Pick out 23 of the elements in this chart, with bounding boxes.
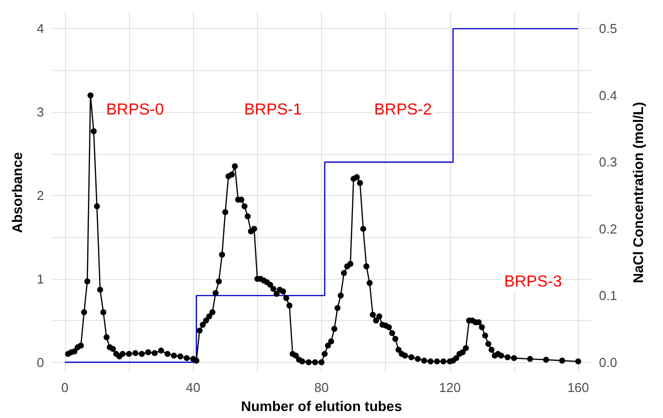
annotation: BRPS-0: [106, 102, 164, 118]
y2-tick-label: 0.1: [599, 288, 618, 304]
annotation: BRPS-1: [244, 102, 302, 118]
y-axis-title: Absorbance: [9, 152, 25, 234]
y2-axis-title: NaCl Concentration (mol/L): [630, 102, 646, 284]
x-tick-label: 0: [61, 380, 68, 396]
x-tick-label: 40: [186, 380, 200, 396]
x-tick-label: 160: [567, 380, 590, 396]
annotation: BRPS-2: [374, 102, 432, 118]
y-tick-label: 0: [36, 354, 44, 370]
y-tick-label: 1: [36, 271, 44, 286]
y2-tick-label: 0.3: [599, 154, 618, 170]
y-tick-label: 4: [36, 21, 44, 36]
annotation: BRPS-3: [504, 274, 562, 290]
y2-tick-label: 0.2: [599, 221, 618, 236]
y2-tick-label: 0.0: [599, 354, 618, 370]
y2-tick-label: 0.4: [599, 88, 618, 103]
y-tick-label: 3: [36, 104, 44, 120]
x-tick-label: 120: [438, 380, 461, 396]
y2-tick-label: 0.5: [599, 21, 618, 36]
y-tick-label: 2: [36, 188, 44, 203]
x-tick-label: 80: [314, 380, 329, 396]
x-axis-title: Number of elution tubes: [241, 398, 402, 414]
